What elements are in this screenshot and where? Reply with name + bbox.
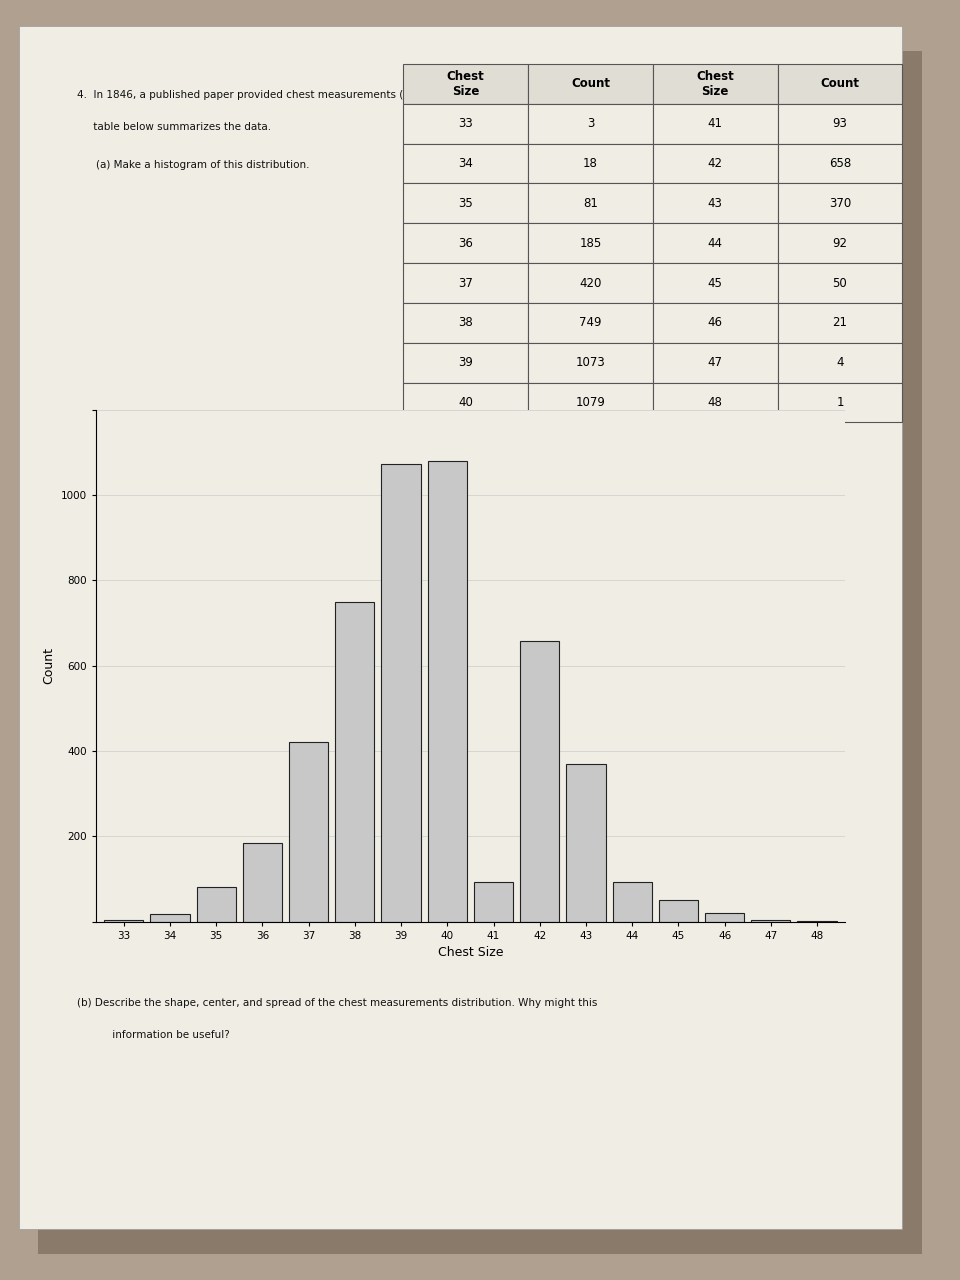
Bar — [566, 764, 606, 922]
Bar — [659, 900, 698, 922]
Text: table below summarizes the data.: table below summarizes the data. — [77, 122, 271, 132]
FancyBboxPatch shape — [19, 26, 902, 1229]
Text: (b) Describe the shape, center, and spread of the chest measurements distributio: (b) Describe the shape, center, and spre… — [77, 998, 597, 1009]
Bar — [104, 920, 143, 922]
Circle shape — [830, 122, 878, 186]
Bar — [151, 914, 190, 922]
Bar — [612, 882, 652, 922]
X-axis label: Chest Size: Chest Size — [438, 946, 503, 959]
Bar — [197, 887, 236, 922]
Bar — [427, 461, 467, 922]
Y-axis label: Count: Count — [42, 648, 56, 684]
Text: 4.  In 1846, a published paper provided chest measurements (in inches) of 5738 S: 4. In 1846, a published paper provided c… — [77, 90, 627, 100]
Bar — [705, 913, 744, 922]
Text: information be useful?: information be useful? — [96, 1030, 229, 1041]
Bar — [520, 641, 560, 922]
Bar — [335, 602, 374, 922]
Bar — [289, 742, 328, 922]
Bar — [474, 882, 514, 922]
Text: (a) Make a histogram of this distribution.: (a) Make a histogram of this distributio… — [96, 160, 309, 170]
Bar — [243, 842, 282, 922]
Bar — [752, 920, 790, 922]
FancyBboxPatch shape — [38, 51, 922, 1254]
Bar — [381, 463, 420, 922]
